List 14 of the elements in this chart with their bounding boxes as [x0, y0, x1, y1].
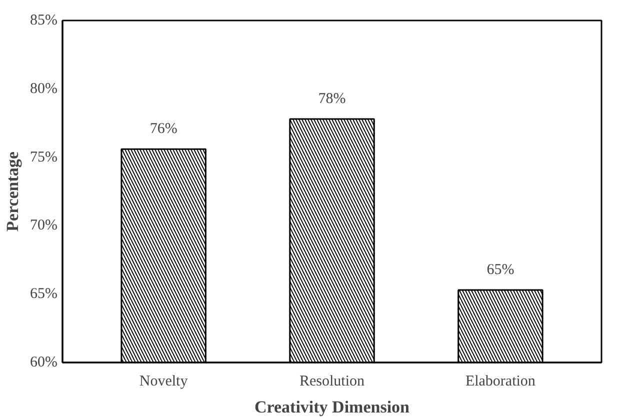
x-tick-label: Novelty	[139, 374, 188, 390]
y-tick-label: 85%	[30, 12, 58, 28]
y-tick-label: 60%	[30, 354, 58, 370]
y-tick-label: 65%	[30, 286, 58, 302]
data-label: 76%	[150, 121, 178, 138]
data-label: 65%	[486, 262, 514, 278]
x-tick-label: Resolution	[300, 374, 365, 390]
x-axis-title: Creativity Dimension	[254, 398, 410, 416]
x-tick-label: Elaboration	[465, 374, 536, 390]
y-tick-label: 75%	[30, 149, 58, 166]
y-axis-title: Percentage	[3, 151, 22, 232]
data-label: 78%	[318, 90, 346, 107]
y-tick-label: 70%	[30, 218, 58, 234]
y-tick-label: 80%	[30, 80, 58, 97]
